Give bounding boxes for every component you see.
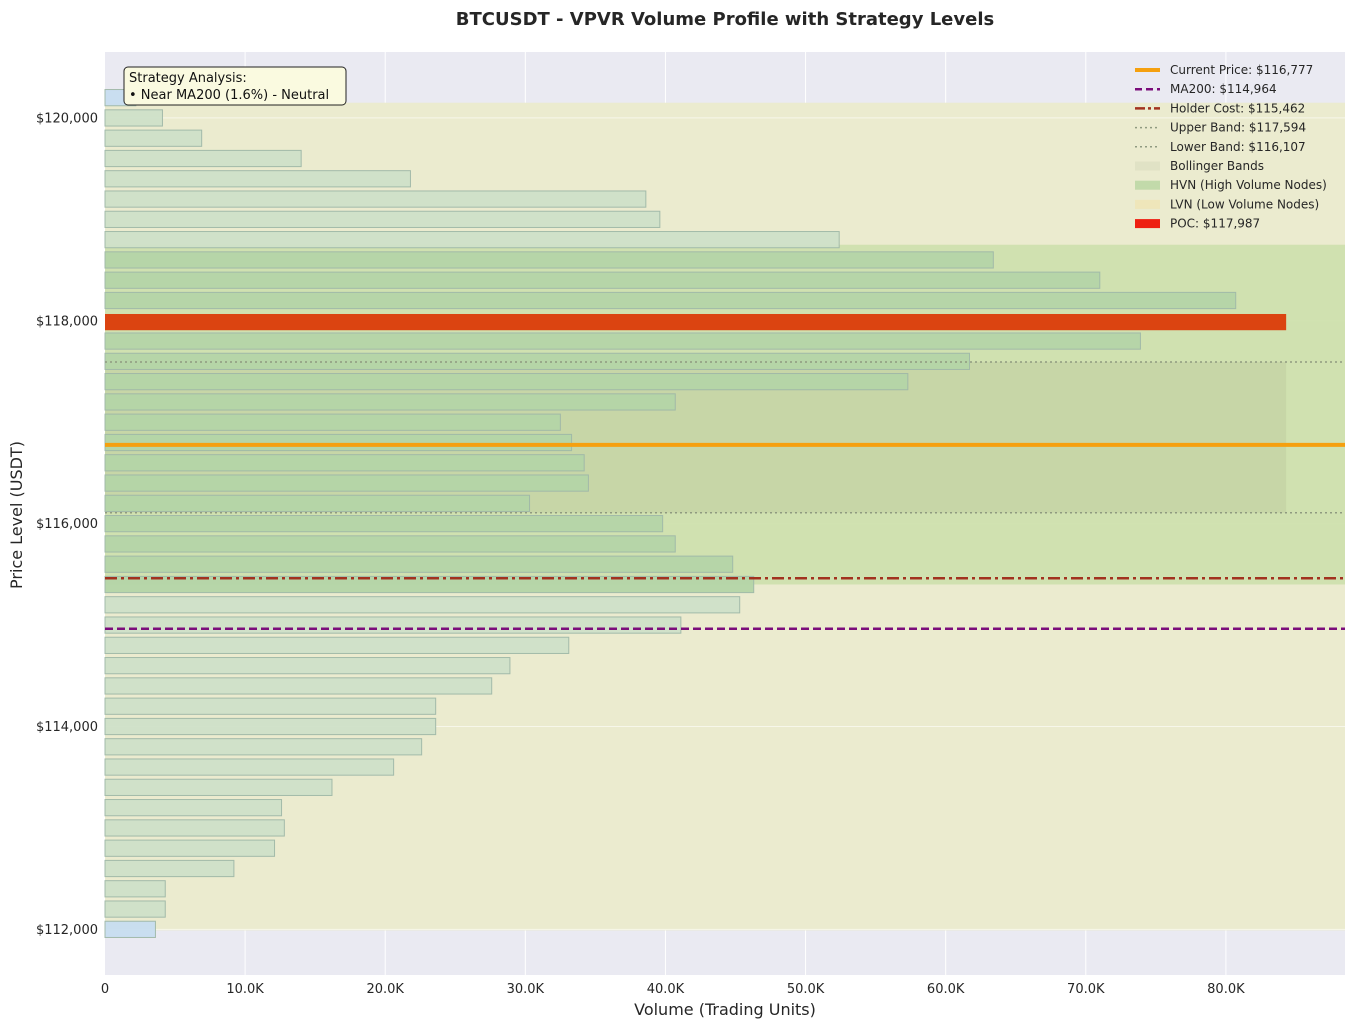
volume-bar [104,819,285,837]
volume-bar [104,332,1141,350]
annotation-line: Strategy Analysis: [129,71,247,86]
volume-bar [104,859,235,878]
volume-bar [104,738,423,756]
volume-bar [104,271,1101,289]
volume-bar [104,210,661,228]
volume-bar [104,109,163,127]
volume-bar [104,677,493,695]
volume-bar [104,616,682,634]
volume-bar [104,596,741,614]
x-tick-label: 20.0K [366,982,404,997]
legend-label: Current Price: $116,777 [1170,63,1313,77]
volume-bar [104,454,585,472]
y-tick-label: $120,000 [36,111,98,126]
x-axis-label: Volume (Trading Units) [634,1000,816,1019]
volume-bar [104,231,840,249]
x-tick-label: 50.0K [787,982,825,997]
volume-bar [104,433,573,452]
volume-bar [104,251,994,269]
legend-swatch [1135,199,1160,209]
x-tick-label: 80.0K [1207,982,1245,997]
volume-bar [104,717,437,736]
annotation-box [123,66,347,106]
y-axis-ticks: $112,000 $114,000 $116,000 $118,000 $120,000 [36,111,98,937]
volume-bar [104,758,395,776]
y-tick-label: $112,000 [36,923,98,938]
volume-bar [104,920,156,938]
legend-swatch [1135,161,1160,171]
volume-bar [104,129,203,147]
y-tick-label: $114,000 [36,720,98,735]
volume-bar [104,880,166,898]
volume-bar [104,900,166,918]
legend: Current Price: $116,777 MA200: $114,964 Ho… [1135,63,1327,231]
volume-bar [104,697,437,715]
volume-bar [104,535,676,553]
volume-bar [104,291,1237,310]
legend-label: LVN (Low Volume Nodes) [1170,197,1319,211]
volume-bar [104,657,511,675]
volume-bar [104,352,970,370]
legend-label: Lower Band: $116,107 [1170,140,1306,154]
legend-swatch [1135,219,1160,229]
volume-bar [104,555,734,573]
volume-bar [104,636,570,654]
x-tick-label: 40.0K [647,982,685,997]
legend-label: MA200: $114,964 [1170,82,1277,96]
volume-bar [104,839,276,857]
x-tick-label: 70.0K [1067,982,1105,997]
volume-bar [104,799,283,817]
chart-title: BTCUSDT - VPVR Volume Profile with Strat… [456,9,994,30]
legend-label: HVN (High Volume Nodes) [1170,178,1327,192]
volume-bar [104,170,411,188]
legend-label: Upper Band: $117,594 [1170,121,1306,135]
y-tick-label: $116,000 [36,517,98,532]
legend-label: POC: $117,987 [1170,217,1260,231]
x-axis-ticks: 0 10.0K 20.0K 30.0K 40.0K 50.0K 60.0K 70.0K 80.0… [101,982,1245,997]
volume-bar [104,575,755,594]
legend-swatch [1135,180,1160,190]
legend-label: Bollinger Bands [1170,159,1264,173]
volume-bar [104,778,333,796]
volume-bar [104,149,302,168]
volume-bar [104,494,531,512]
y-tick-label: $118,000 [36,314,98,329]
volume-bar [104,190,647,208]
y-axis-label: Price Level (USDT) [7,441,26,589]
x-tick-label: 30.0K [507,982,545,997]
plot-area [104,52,1345,975]
x-tick-label: 10.0K [226,982,264,997]
volume-bar [104,373,909,391]
legend-label: Holder Cost: $115,462 [1170,101,1305,115]
volume-bar [104,413,561,431]
poc-bar [105,313,1287,331]
annotation-line: • Near MA200 (1.6%) - Neutral [129,88,329,103]
x-tick-label: 60.0K [927,982,965,997]
volume-bar [104,515,664,533]
volume-bar [104,474,589,492]
volume-bar [104,393,676,411]
x-tick-label: 0 [101,982,109,997]
strategy-annotation: Strategy Analysis: • Near MA200 (1.6%) -… [123,66,347,106]
